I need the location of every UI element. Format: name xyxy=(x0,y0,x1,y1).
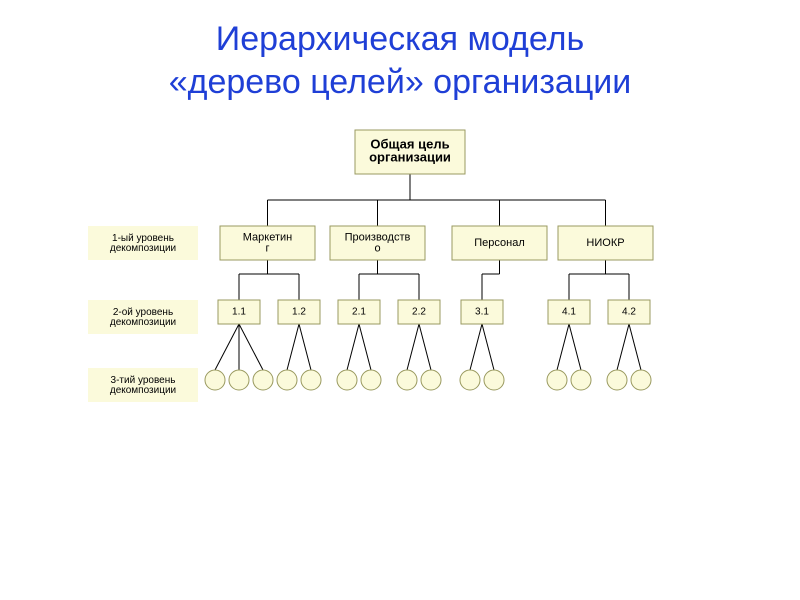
svg-text:Персонал: Персонал xyxy=(474,237,525,249)
svg-text:Общая цельорганизации: Общая цельорганизации xyxy=(369,137,451,165)
svg-text:1-ый уровеньдекомпозиции: 1-ый уровеньдекомпозиции xyxy=(110,233,176,254)
svg-text:3.1: 3.1 xyxy=(475,307,489,318)
svg-text:4.2: 4.2 xyxy=(622,307,636,318)
svg-text:НИОКР: НИОКР xyxy=(586,237,624,249)
svg-text:4.1: 4.1 xyxy=(562,307,576,318)
svg-text:1.1: 1.1 xyxy=(232,307,246,318)
tree-diagram: 1-ый уровеньдекомпозиции 2-ой уровеньдеко… xyxy=(0,0,800,600)
svg-text:2.1: 2.1 xyxy=(352,307,366,318)
svg-text:3-тий уровеньдекомпозиции: 3-тий уровеньдекомпозиции xyxy=(110,375,176,396)
svg-text:2.2: 2.2 xyxy=(412,307,426,318)
svg-text:2-ой уровеньдекомпозиции: 2-ой уровеньдекомпозиции xyxy=(110,307,176,328)
svg-text:1.2: 1.2 xyxy=(292,307,306,318)
